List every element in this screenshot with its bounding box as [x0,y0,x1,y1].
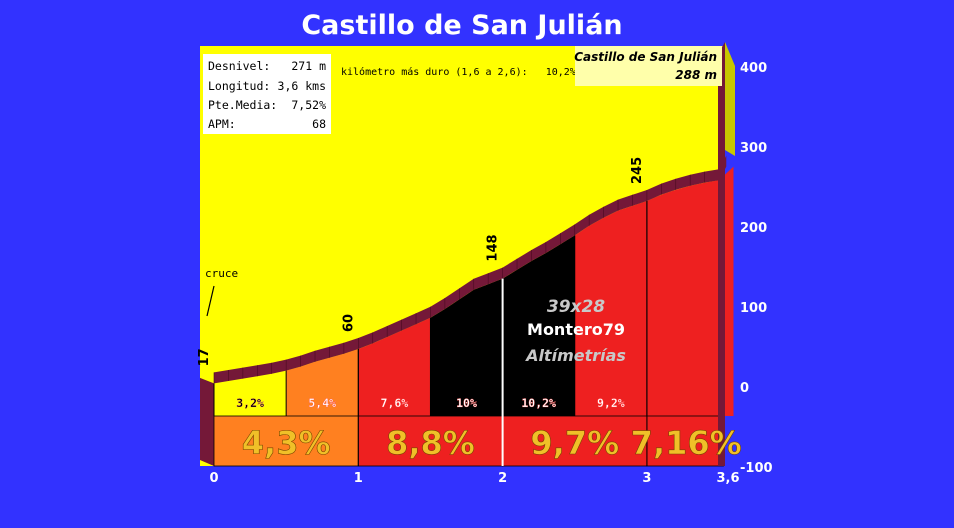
summit-name: Castillo de San Julián [574,50,717,64]
km-grade-label-1: 8,8% [386,424,475,462]
segment-grade-label-0: 3,2% [236,396,264,410]
left-wall-face [200,377,214,466]
profile-ridge-band [214,155,727,384]
y-tick-1: 0 [740,381,749,396]
profile-left-wall [200,377,214,466]
km-grade-labels: 4,3% 8,8% 9,7% 7,16% [241,424,742,463]
stats-box [203,54,331,134]
hardest-km-note: kilómetro más duro (1,6 a 2,6): 10,2% [341,66,576,78]
summit-altitude: 288 m [675,68,717,82]
segment-grade-labels: 3,2% 5,4% 7,6% 10% 10,2% 9,2% [236,396,625,410]
grade-segment-5 [574,201,647,416]
y-tick-5: 400 [740,61,767,76]
grade-segment-4 [502,235,575,416]
x-tick-2: 2 [498,471,507,486]
x-tick-3: 3 [642,471,651,486]
grade-segment-6 [646,166,734,416]
stat-value-apm: 68 [312,117,326,131]
elevation-label-3: 245 [630,157,645,184]
elevation-labels: 17 60 148 245 [197,157,645,367]
stat-label-desnivel: Desnivel: [208,59,270,73]
y-tick-4: 300 [740,141,767,156]
elevation-label-1: 60 [341,314,356,332]
y-tick-0: -100 [740,461,773,476]
x-tick-0: 0 [209,471,218,486]
grade-segment-3 [430,278,503,416]
credit-line-1: 39x28 [547,297,605,317]
chart-title: Castillo de San Julián [301,10,622,41]
grade-segments [213,166,734,416]
stat-value-pendiente: 7,52% [291,98,326,112]
segment-grade-label-1: 5,4% [308,396,336,410]
y-axis-ticks: -100 0 100 200 300 400 [740,61,773,476]
x-axis-ticks: 0 1 2 3 3,6 [209,471,739,486]
stat-label-longitud: Longitud: [208,79,270,93]
credit-line-3: Altímetrías [524,346,626,365]
grade-segment-1 [286,349,359,416]
km-summary-bands [213,415,724,467]
segment-grade-label-4: 10,2% [521,396,556,410]
profile-right-wall [718,42,725,466]
km-band-0 [213,415,359,467]
summit-box [575,46,722,86]
km-band-1 [357,415,503,467]
segment-grade-label-5: 9,2% [597,396,625,410]
cruce-pointer [206,285,215,317]
km-grade-label-0: 4,3% [242,424,331,462]
plot-right-shadow [725,42,735,156]
grade-segment-0 [214,370,287,416]
y-tick-3: 200 [740,221,767,236]
x-tick-1: 1 [354,471,363,486]
segment-grade-label-2: 7,6% [381,396,409,410]
km-dividers [357,201,648,466]
segment-grade-label-3: 10% [456,396,477,410]
y-tick-2: 100 [740,301,767,316]
elevation-label-0: 17 [197,348,212,366]
elevation-label-2: 148 [486,234,501,261]
stat-label-apm: APM: [208,117,236,131]
grade-segment-2 [358,317,431,416]
credit-line-2: Montero79 [527,320,625,339]
x-tick-4: 3,6 [716,471,739,486]
km-grade-label-2: 9,7% [530,424,619,462]
km-grade-label-3: 7,16% [631,424,742,462]
stat-value-desnivel: 271 m [291,59,326,73]
cruce-label: cruce [205,267,238,280]
stat-label-pendiente: Pte.Media: [208,98,277,112]
stat-value-longitud: 3,6 kms [278,79,326,93]
